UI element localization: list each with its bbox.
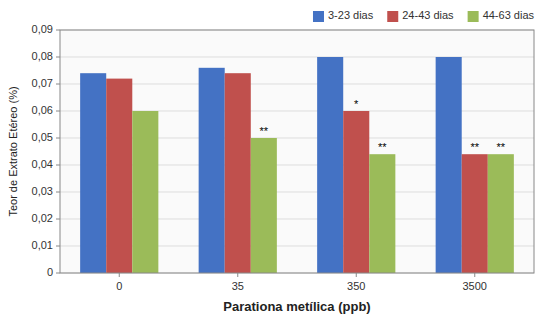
tick-label: 0,05 — [32, 131, 53, 143]
y-axis-label: Teor de Extrato Etéreo (%) — [7, 86, 19, 216]
annotation: ** — [260, 125, 269, 137]
tick-label: 35 — [232, 280, 244, 292]
tick-label: 0,02 — [32, 212, 53, 224]
tick-label: 350 — [347, 280, 365, 292]
bar — [106, 79, 132, 273]
legend-label: 3-23 dias — [328, 9, 374, 21]
tick-label: 0 — [116, 280, 122, 292]
plot-frame — [60, 30, 534, 273]
legend-label: 24-43 dias — [402, 9, 454, 21]
tick-mark — [356, 273, 357, 277]
tick-mark — [56, 111, 60, 112]
x-axis-label: Parationa metílica (ppb) — [223, 299, 370, 314]
chart: 0 0,01 0,02 0,03 0,04 0,05 0,06 0,07 0,08 0,09 0 35… — [0, 0, 546, 319]
bar — [343, 111, 369, 273]
annotation: ** — [378, 141, 387, 153]
tick-label: 3500 — [463, 280, 487, 292]
tick-label: 0,03 — [32, 185, 53, 197]
tick-label: 0,01 — [32, 239, 53, 251]
tick-mark — [56, 219, 60, 220]
tick-mark — [119, 273, 120, 277]
legend-item: 24-43 dias — [387, 9, 454, 22]
bar — [80, 73, 106, 273]
legend-label: 44-63 dias — [483, 9, 535, 21]
tick-mark — [56, 192, 60, 193]
bar — [488, 154, 514, 273]
legend-swatch — [468, 11, 479, 22]
plot-area — [60, 30, 534, 273]
bars — [80, 57, 514, 273]
annotations: ********* — [260, 98, 506, 153]
bar — [462, 154, 488, 273]
bar — [225, 73, 251, 273]
bar — [132, 111, 158, 273]
tick-mark — [56, 165, 60, 166]
bar — [199, 68, 225, 273]
legend-item: 3-23 dias — [313, 9, 374, 22]
tick-label: 0,07 — [32, 77, 53, 89]
tick-mark — [237, 273, 238, 277]
tick-label: 0,09 — [32, 23, 53, 35]
x-axis: 0 35 350 3500 — [116, 273, 487, 292]
legend: 3-23 dias 24-43 dias 44-63 dias — [313, 9, 535, 22]
annotation: ** — [470, 141, 479, 153]
tick-label: 0 — [47, 266, 53, 278]
legend-swatch — [313, 11, 324, 22]
bar — [369, 154, 395, 273]
tick-mark — [56, 57, 60, 58]
bar — [251, 138, 277, 273]
tick-mark — [56, 246, 60, 247]
tick-mark — [56, 84, 60, 85]
legend-swatch — [387, 11, 398, 22]
tick-label: 0,06 — [32, 104, 53, 116]
tick-label: 0,08 — [32, 50, 53, 62]
legend-item: 44-63 dias — [468, 9, 535, 22]
grid-line — [60, 57, 534, 58]
tick-mark — [56, 138, 60, 139]
annotation: * — [354, 98, 359, 110]
tick-mark — [56, 273, 60, 274]
annotation: ** — [497, 141, 506, 153]
tick-label: 0,04 — [32, 158, 53, 170]
tick-mark — [56, 30, 60, 31]
y-axis: 0 0,01 0,02 0,03 0,04 0,05 0,06 0,07 0,08 0,09 — [32, 23, 534, 278]
bar — [317, 57, 343, 273]
tick-mark — [474, 273, 475, 277]
bar — [436, 57, 462, 273]
